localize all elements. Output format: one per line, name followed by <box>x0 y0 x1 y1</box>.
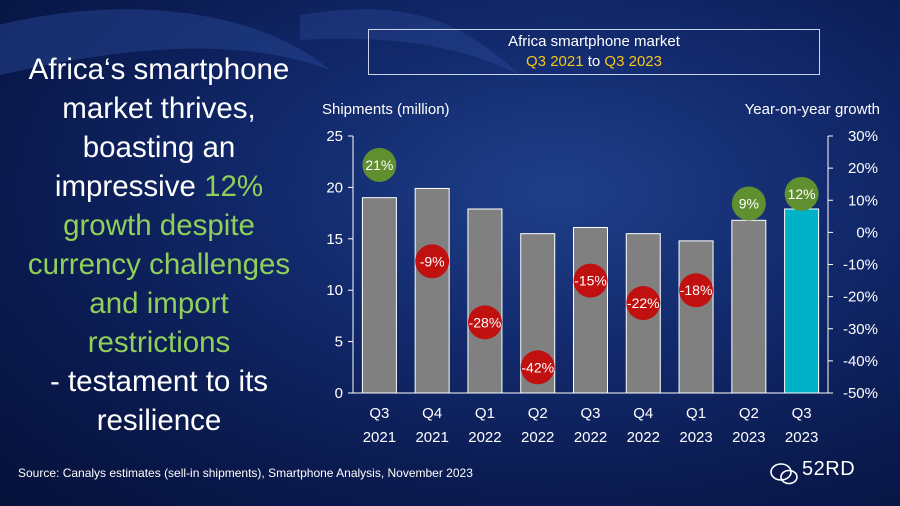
x-tick-label-quarter: Q1 <box>686 405 706 422</box>
headline-line: Africa‘s smartphone <box>28 53 290 86</box>
chart-title-box: Africa smartphone market Q3 2021 to Q3 2… <box>368 29 820 75</box>
y-tick-left-label: 15 <box>326 231 343 248</box>
headline-line: market thrives, <box>62 92 256 125</box>
bar <box>467 208 503 394</box>
logo: 52RD <box>770 458 896 490</box>
growth-bubble <box>784 176 819 211</box>
growth-label: 21% <box>365 157 393 173</box>
headline-line: resilience <box>96 404 222 437</box>
y-tick-right-label: -30% <box>843 321 878 338</box>
growth-label: -18% <box>680 282 713 298</box>
y-tick-left-label: 25 <box>326 128 343 145</box>
period-joiner: to <box>583 53 605 70</box>
x-tick-label-year: 2022 <box>468 429 501 446</box>
y-tick-right-label: 30% <box>848 128 878 145</box>
x-tick-label-quarter: Q4 <box>633 405 653 422</box>
x-tick-label-year: 2021 <box>415 429 448 446</box>
growth-label: 12% <box>788 186 816 202</box>
headline-text: impressive <box>54 170 205 203</box>
x-tick-label-year: 2022 <box>627 429 660 446</box>
bar <box>784 208 820 394</box>
x-tick-label-quarter: Q3 <box>580 405 600 422</box>
period-end: Q3 2023 <box>604 53 662 70</box>
x-tick-label-year: 2022 <box>574 429 607 446</box>
growth-bubble <box>520 350 555 385</box>
y-tick-right-label: -20% <box>843 289 878 306</box>
growth-bubble <box>467 305 502 340</box>
growth-bubble <box>626 286 661 321</box>
bar <box>573 226 608 394</box>
y-tick-right-label: -10% <box>843 257 878 274</box>
x-tick-label-quarter: Q3 <box>369 405 389 422</box>
x-tick-label-quarter: Q4 <box>422 405 442 422</box>
y-tick-right-label: -40% <box>843 353 878 370</box>
y-tick-left-label: 0 <box>335 385 343 402</box>
growth-label: -9% <box>420 253 445 269</box>
x-tick-label-year: 2023 <box>732 429 765 446</box>
y-tick-left-label: 10 <box>326 282 343 299</box>
growth-bubble <box>679 273 714 308</box>
x-tick-label-year: 2023 <box>785 429 818 446</box>
headline: Africa‘s smartphone market thrives, boas… <box>14 50 304 440</box>
headline-line: growth despite <box>63 209 255 242</box>
headline-line: and import <box>89 287 229 320</box>
logo-text: 52RD <box>802 458 856 480</box>
growth-bubble <box>731 186 766 221</box>
bar <box>678 240 714 394</box>
y-tick-right-label: -50% <box>843 385 878 402</box>
headline-line: currency challenges <box>27 248 291 281</box>
y-axis-right-title: Year-on-year growth <box>745 101 880 118</box>
bar <box>414 187 450 394</box>
y-tick-left-label: 5 <box>335 334 343 351</box>
chat-bubble-icon <box>770 463 798 485</box>
growth-bubble <box>573 263 608 298</box>
bar <box>731 219 767 394</box>
headline-line: - testament to its <box>49 365 269 398</box>
headline-line: impressive 12% <box>14 167 304 206</box>
period-start: Q3 2021 <box>526 53 584 70</box>
headline-highlight: 12% <box>204 170 264 203</box>
growth-bubble <box>362 147 397 182</box>
x-tick-label-year: 2023 <box>679 429 712 446</box>
x-tick-label-quarter: Q2 <box>528 405 548 422</box>
growth-label: 9% <box>739 195 759 211</box>
source-note: Source: Canalys estimates (sell-in shipm… <box>18 466 473 480</box>
y-axis-left-title: Shipments (million) <box>322 101 450 118</box>
headline-line: restrictions <box>87 326 231 359</box>
x-tick-label-year: 2021 <box>363 429 396 446</box>
chart-title: Africa smartphone market <box>508 33 680 50</box>
growth-label: -22% <box>627 295 660 311</box>
x-tick-label-quarter: Q2 <box>739 405 759 422</box>
y-tick-right-label: 10% <box>848 192 878 209</box>
headline-line: boasting an <box>82 131 236 164</box>
growth-label: -15% <box>574 273 607 289</box>
y-tick-right-label: 0% <box>856 224 878 241</box>
x-tick-label-year: 2022 <box>521 429 554 446</box>
growth-label: -28% <box>469 314 502 330</box>
chart-subtitle: Q3 2021 to Q3 2023 <box>369 52 819 72</box>
growth-label: -42% <box>521 359 554 375</box>
y-tick-left-label: 20 <box>326 179 343 196</box>
y-tick-right-label: 20% <box>848 160 878 177</box>
growth-bubble <box>415 244 450 279</box>
x-tick-label-quarter: Q1 <box>475 405 495 422</box>
x-tick-label-quarter: Q3 <box>792 405 812 422</box>
bar <box>361 197 397 394</box>
